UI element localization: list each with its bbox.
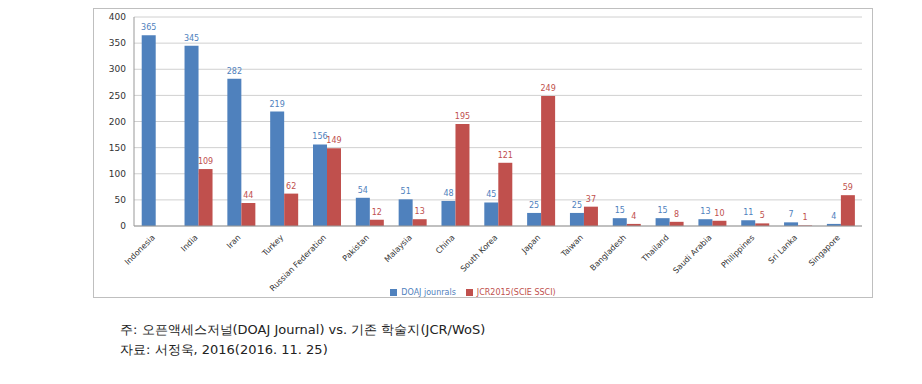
svg-text:37: 37	[586, 195, 596, 204]
svg-text:300: 300	[109, 64, 126, 74]
svg-text:250: 250	[109, 91, 126, 101]
svg-text:48: 48	[443, 189, 453, 198]
svg-text:25: 25	[529, 201, 539, 210]
svg-text:Indonesia: Indonesia	[123, 233, 157, 267]
svg-text:400: 400	[109, 12, 126, 22]
svg-text:50: 50	[115, 195, 127, 205]
html-text:JCR2015(SCIE SSCI): JCR2015(SCIE SSCI)	[476, 288, 556, 297]
svg-text:Iran: Iran	[225, 233, 242, 250]
svg-text:350: 350	[109, 38, 126, 48]
svg-text:156: 156	[312, 132, 327, 141]
svg-text:Saudi Arabia: Saudi Arabia	[671, 233, 713, 275]
svg-text:15: 15	[657, 206, 667, 215]
svg-text:Bangladesh: Bangladesh	[588, 233, 628, 273]
svg-text:282: 282	[227, 67, 242, 76]
svg-text:195: 195	[455, 112, 470, 121]
svg-text:Philippines: Philippines	[720, 233, 757, 270]
svg-text:5: 5	[760, 211, 765, 220]
svg-text:109: 109	[198, 157, 213, 166]
svg-text:62: 62	[286, 182, 296, 191]
svg-text:15: 15	[615, 206, 625, 215]
svg-text:219: 219	[270, 100, 285, 109]
svg-text:Sri Lanka: Sri Lanka	[767, 233, 800, 266]
svg-text:100: 100	[109, 169, 126, 179]
svg-text:59: 59	[843, 183, 853, 192]
svg-text:365: 365	[141, 23, 156, 32]
svg-text:13: 13	[700, 207, 710, 216]
svg-text:13: 13	[415, 207, 425, 216]
svg-text:India: India	[179, 233, 199, 253]
svg-text:8: 8	[674, 210, 679, 219]
svg-text:44: 44	[243, 191, 253, 200]
svg-text:249: 249	[540, 84, 555, 93]
html-text:DOAJ jounrals: DOAJ jounrals	[401, 288, 456, 297]
svg-text:Japan: Japan	[519, 233, 542, 256]
svg-text:Singapore: Singapore	[807, 233, 842, 268]
svg-text:7: 7	[789, 210, 794, 219]
svg-text:Pakistan: Pakistan	[341, 233, 371, 263]
svg-text:4: 4	[831, 212, 836, 221]
svg-text:0: 0	[120, 221, 126, 231]
svg-text:4: 4	[631, 212, 636, 221]
svg-text:11: 11	[743, 208, 753, 217]
svg-text:149: 149	[326, 136, 341, 145]
svg-text:Turkey: Turkey	[260, 233, 286, 259]
svg-text:345: 345	[184, 34, 199, 43]
svg-text:Thailand: Thailand	[639, 233, 670, 264]
html-text:자료: 서정욱, 2016(2016. 11. 25): 자료: 서정욱, 2016(2016. 11. 25)	[120, 342, 328, 357]
svg-text:1: 1	[803, 213, 808, 222]
svg-text:South Korea: South Korea	[459, 233, 500, 274]
svg-text:150: 150	[109, 143, 126, 153]
svg-text:Taiwan: Taiwan	[559, 233, 585, 259]
svg-text:12: 12	[372, 208, 382, 217]
svg-text:Malaysia: Malaysia	[383, 233, 414, 264]
svg-text:45: 45	[486, 190, 496, 199]
svg-text:121: 121	[498, 151, 513, 160]
svg-text:200: 200	[109, 117, 126, 127]
svg-text:51: 51	[401, 187, 411, 196]
svg-text:25: 25	[572, 201, 582, 210]
svg-text:10: 10	[714, 209, 724, 218]
html-text:주: 오픈액세스저널(DOAJ Journal) vs. 기: 주: 오픈액세스저널(DOAJ Journal) vs. 기존 학술지(JCR/…	[120, 322, 486, 337]
svg-text:54: 54	[358, 186, 368, 195]
svg-text:China: China	[434, 233, 457, 256]
svg-text:Russian Federation: Russian Federation	[268, 233, 328, 293]
